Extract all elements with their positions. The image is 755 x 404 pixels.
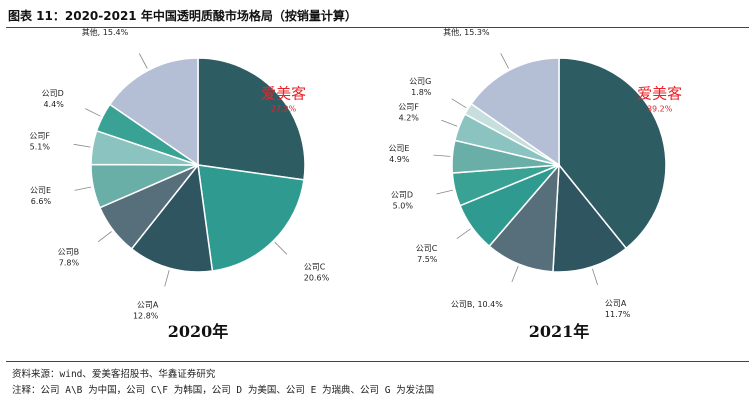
leader-line xyxy=(274,242,288,255)
slice-label: 公司B xyxy=(58,248,80,257)
leader-line xyxy=(592,268,598,286)
leader-line xyxy=(433,154,451,157)
leader-line xyxy=(73,143,91,148)
slice-value-label: 5.1% xyxy=(30,142,51,151)
slice-label: 公司F xyxy=(29,131,50,140)
slice-value-label: 5.0% xyxy=(393,202,414,211)
slice-value-label: 6.6% xyxy=(31,197,52,206)
leader-line xyxy=(97,231,112,243)
slice-label: 公司D xyxy=(391,191,413,200)
slice-label: 公司E xyxy=(30,186,51,195)
leader-line xyxy=(138,53,148,69)
pie-slice xyxy=(558,57,667,250)
slice-label: 公司C xyxy=(304,262,326,271)
pie-slice xyxy=(108,57,199,167)
slice-label: 公司A xyxy=(605,299,627,308)
figure-title: 图表 11：2020-2021 年中国透明质酸市场格局（按销量计算） xyxy=(8,9,357,23)
slice-label: 公司F xyxy=(398,103,419,112)
pie-slice xyxy=(552,163,628,273)
bottom-rule xyxy=(6,361,749,362)
slice-value-label: 39.2% xyxy=(647,105,673,114)
slice-label: 其他, 15.4% xyxy=(82,27,129,37)
slice-label: 公司C xyxy=(416,244,438,253)
leader-line xyxy=(441,119,458,127)
leader-line xyxy=(74,186,92,191)
leader-line xyxy=(451,98,467,109)
pie-slice xyxy=(197,57,306,181)
slice-label: 爱美客 xyxy=(261,85,306,103)
pie-slice xyxy=(488,162,560,273)
slice-value-label: 1.8% xyxy=(411,88,432,97)
slice-label: 爱美客 xyxy=(637,85,682,103)
slice-label: 公司A xyxy=(137,301,159,310)
slice-value-label: 11.7% xyxy=(605,310,631,319)
chart-title: 2020年 xyxy=(168,322,229,341)
slice-value-label: 20.6% xyxy=(304,273,330,282)
slice-value-label: 27.2% xyxy=(271,105,297,114)
leader-line xyxy=(456,228,471,240)
slice-label: 公司B, 10.4% xyxy=(451,300,503,309)
slice-label: 公司D xyxy=(42,89,64,98)
leader-line xyxy=(85,108,101,117)
slice-value-label: 7.8% xyxy=(59,259,80,268)
source-note: 资料来源：wind、爱美客招股书、华鑫证券研究 xyxy=(12,369,216,380)
leader-line xyxy=(500,53,509,69)
leader-line xyxy=(511,265,519,283)
top-rule xyxy=(6,27,749,28)
slice-value-label: 4.2% xyxy=(399,114,420,123)
slice-label: 其他, 15.3% xyxy=(443,27,490,37)
pie-chart-2021: 爱美客 39.2% 公司A 11.7% 公司B, 10.4% 公司C 7.5% 公司D 5.0%… xyxy=(388,27,682,341)
pie-slice xyxy=(197,164,305,272)
chart-title: 2021年 xyxy=(529,322,590,341)
remark-note: 注释：公司 A\B 为中国，公司 C\F 为韩国，公司 D 为美国、公司 E 为… xyxy=(12,385,435,396)
slice-value-label: 12.8% xyxy=(133,312,159,321)
slice-label: 公司G xyxy=(409,77,431,86)
leader-line xyxy=(436,189,453,195)
slice-label: 公司E xyxy=(388,144,409,153)
pie-chart-2020: 爱美客 27.2% 公司C 20.6% 公司A 12.8% 公司B 7.8% 公司E 6.6% 公司… xyxy=(29,27,329,341)
pie-slice xyxy=(470,57,560,167)
slice-value-label: 7.5% xyxy=(417,255,438,264)
pie-slice xyxy=(130,163,214,273)
slice-value-label: 4.4% xyxy=(43,100,64,109)
leader-line xyxy=(164,269,170,287)
slice-value-label: 4.9% xyxy=(389,155,410,164)
